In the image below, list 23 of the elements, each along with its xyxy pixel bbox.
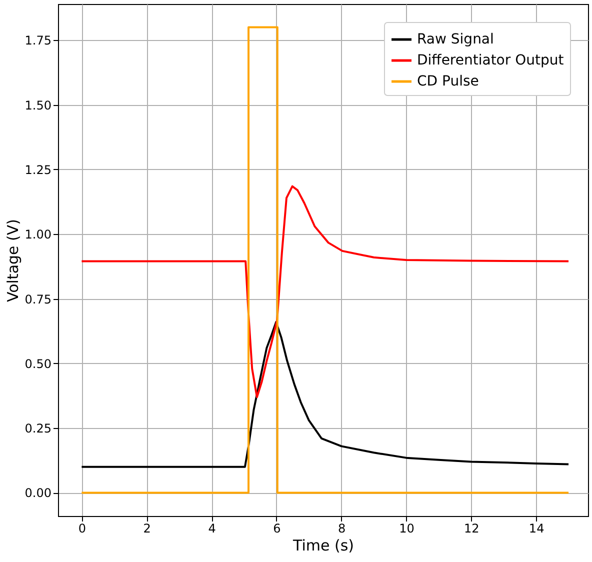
y-axis-title: Voltage (V) [4,219,22,302]
x-axis-title: Time (s) [292,536,354,554]
x-tick-label: 2 [143,522,151,536]
x-tick-label: 14 [528,522,544,536]
y-tick-label: 1.75 [24,34,52,48]
legend-label: CD Pulse [417,74,479,90]
y-tick-label: 0.75 [24,292,52,306]
x-tick-label: 10 [399,522,414,536]
y-tick-label: 0.00 [24,486,52,500]
legend-label: Differentiator Output [417,52,564,68]
legend-label: Raw Signal [417,32,494,48]
y-tick-label: 1.00 [24,228,52,242]
x-tick-label: 12 [464,522,480,536]
x-tick-label: 0 [78,522,86,536]
x-tick-label: 8 [338,522,346,536]
y-tick-label: 1.25 [24,162,52,177]
x-tick-label: 6 [273,522,281,536]
y-tick-label: 1.50 [24,98,52,112]
line-series [80,185,570,398]
y-tick-label: 0.25 [24,422,52,436]
line-series [80,321,570,468]
y-tick-label: 0.50 [24,356,52,371]
x-tick-label: 4 [208,522,216,536]
